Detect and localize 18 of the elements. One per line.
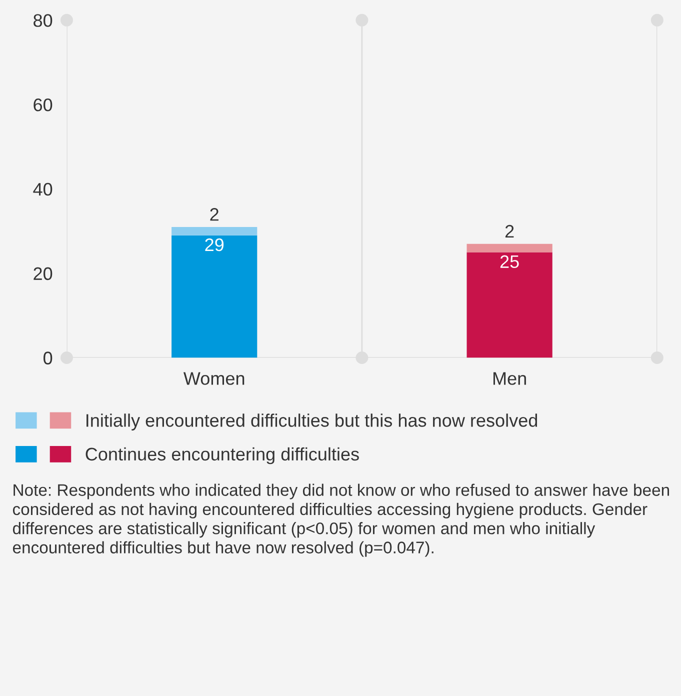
y-tick-label: 0 [44, 352, 52, 364]
data-label: 29 [205, 238, 224, 252]
x-tick-label: Women [183, 372, 244, 385]
bar [172, 235, 258, 358]
data-label: 25 [500, 255, 519, 268]
y-tick-label: 60 [34, 98, 52, 112]
y-tick-label: 20 [34, 267, 52, 280]
legend-label: Continues encountering difficulties [86, 447, 359, 464]
data-label: 2 [505, 224, 514, 238]
legend-label: Initially encountered difficulties but this has now resolved [86, 414, 538, 430]
bar [466, 244, 552, 252]
y-tick-label: 40 [33, 182, 52, 196]
bar [172, 226, 258, 236]
x-tick-label: Men [493, 372, 526, 385]
y-tick-label: 80 [34, 14, 52, 27]
text: Note: Respondents who indicated they did not know or who refused to answer have been considered as not having encountered difficulties accessing hygiene products. Gender differences are statistically significant (p<0.05) for women and men who initially encountered difficulties but have now resolved (p=0.047). [12, 484, 669, 557]
data-label: 2 [210, 208, 218, 221]
bar [466, 252, 552, 358]
